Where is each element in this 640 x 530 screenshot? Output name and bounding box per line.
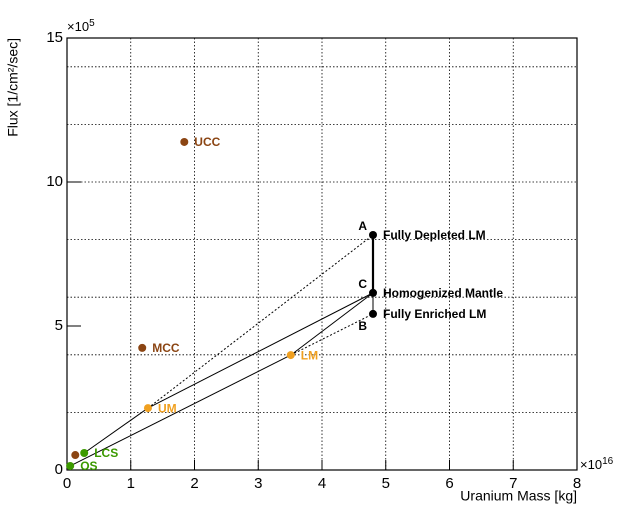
y-multiplier-exp: 5: [89, 18, 95, 29]
x-multiplier-base: ×10: [580, 457, 602, 472]
point-label: UCC: [194, 135, 220, 149]
y-tick-label: 10: [46, 173, 63, 190]
mixing-line: [147, 292, 374, 409]
point: [286, 351, 295, 360]
point: [143, 404, 152, 413]
point: [80, 449, 89, 458]
x-tick-label: 5: [382, 475, 390, 492]
point: [180, 137, 189, 146]
point: [71, 451, 80, 460]
point-label: Homogenized Mantle: [383, 286, 503, 300]
point-label: Fully Enriched LM: [383, 307, 486, 321]
y-multiplier: ×105: [67, 18, 95, 35]
y-multiplier-base: ×10: [67, 19, 89, 34]
y-tick-label: 0: [55, 461, 63, 478]
x-multiplier-exp: 16: [602, 456, 614, 467]
x-tick-label: 3: [254, 475, 262, 492]
x-tick-label: 1: [127, 475, 135, 492]
point: [369, 309, 377, 318]
point: [138, 343, 147, 352]
x-tick-label: 2: [190, 475, 198, 492]
point: [369, 230, 377, 239]
x-tick-label: 8: [573, 475, 581, 492]
mixing-line: [290, 292, 374, 356]
x-tick-label: 7: [509, 475, 517, 492]
point: [66, 461, 75, 470]
x-tick-label: 0: [63, 475, 71, 492]
plot-frame: [66, 37, 578, 471]
mixing-line: [83, 407, 149, 454]
x-tick-label: 4: [318, 475, 326, 492]
x-multiplier: ×1016: [580, 456, 614, 473]
y-axis-label: Flux [1/cm²/sec]: [5, 38, 21, 137]
point-label: OS: [80, 459, 97, 473]
x-tick-label: 6: [445, 475, 453, 492]
mixing-line: [69, 354, 291, 467]
point-letter: A: [358, 219, 367, 233]
point-letter: C: [358, 277, 367, 291]
point-label: LM: [301, 348, 318, 362]
x-axis-label: Uranium Mass [kg]: [460, 488, 577, 504]
point-letter: B: [358, 319, 367, 333]
point-label: MCC: [152, 341, 180, 355]
point-label: UM: [158, 401, 177, 415]
mixing-line: [147, 234, 374, 409]
point-label: LCS: [94, 446, 118, 460]
y-tick-label: 15: [46, 29, 63, 46]
point-label: Fully Depleted LM: [383, 228, 486, 242]
point: [369, 288, 377, 297]
y-tick-label: 5: [55, 317, 63, 334]
mixing-line: [290, 313, 374, 356]
